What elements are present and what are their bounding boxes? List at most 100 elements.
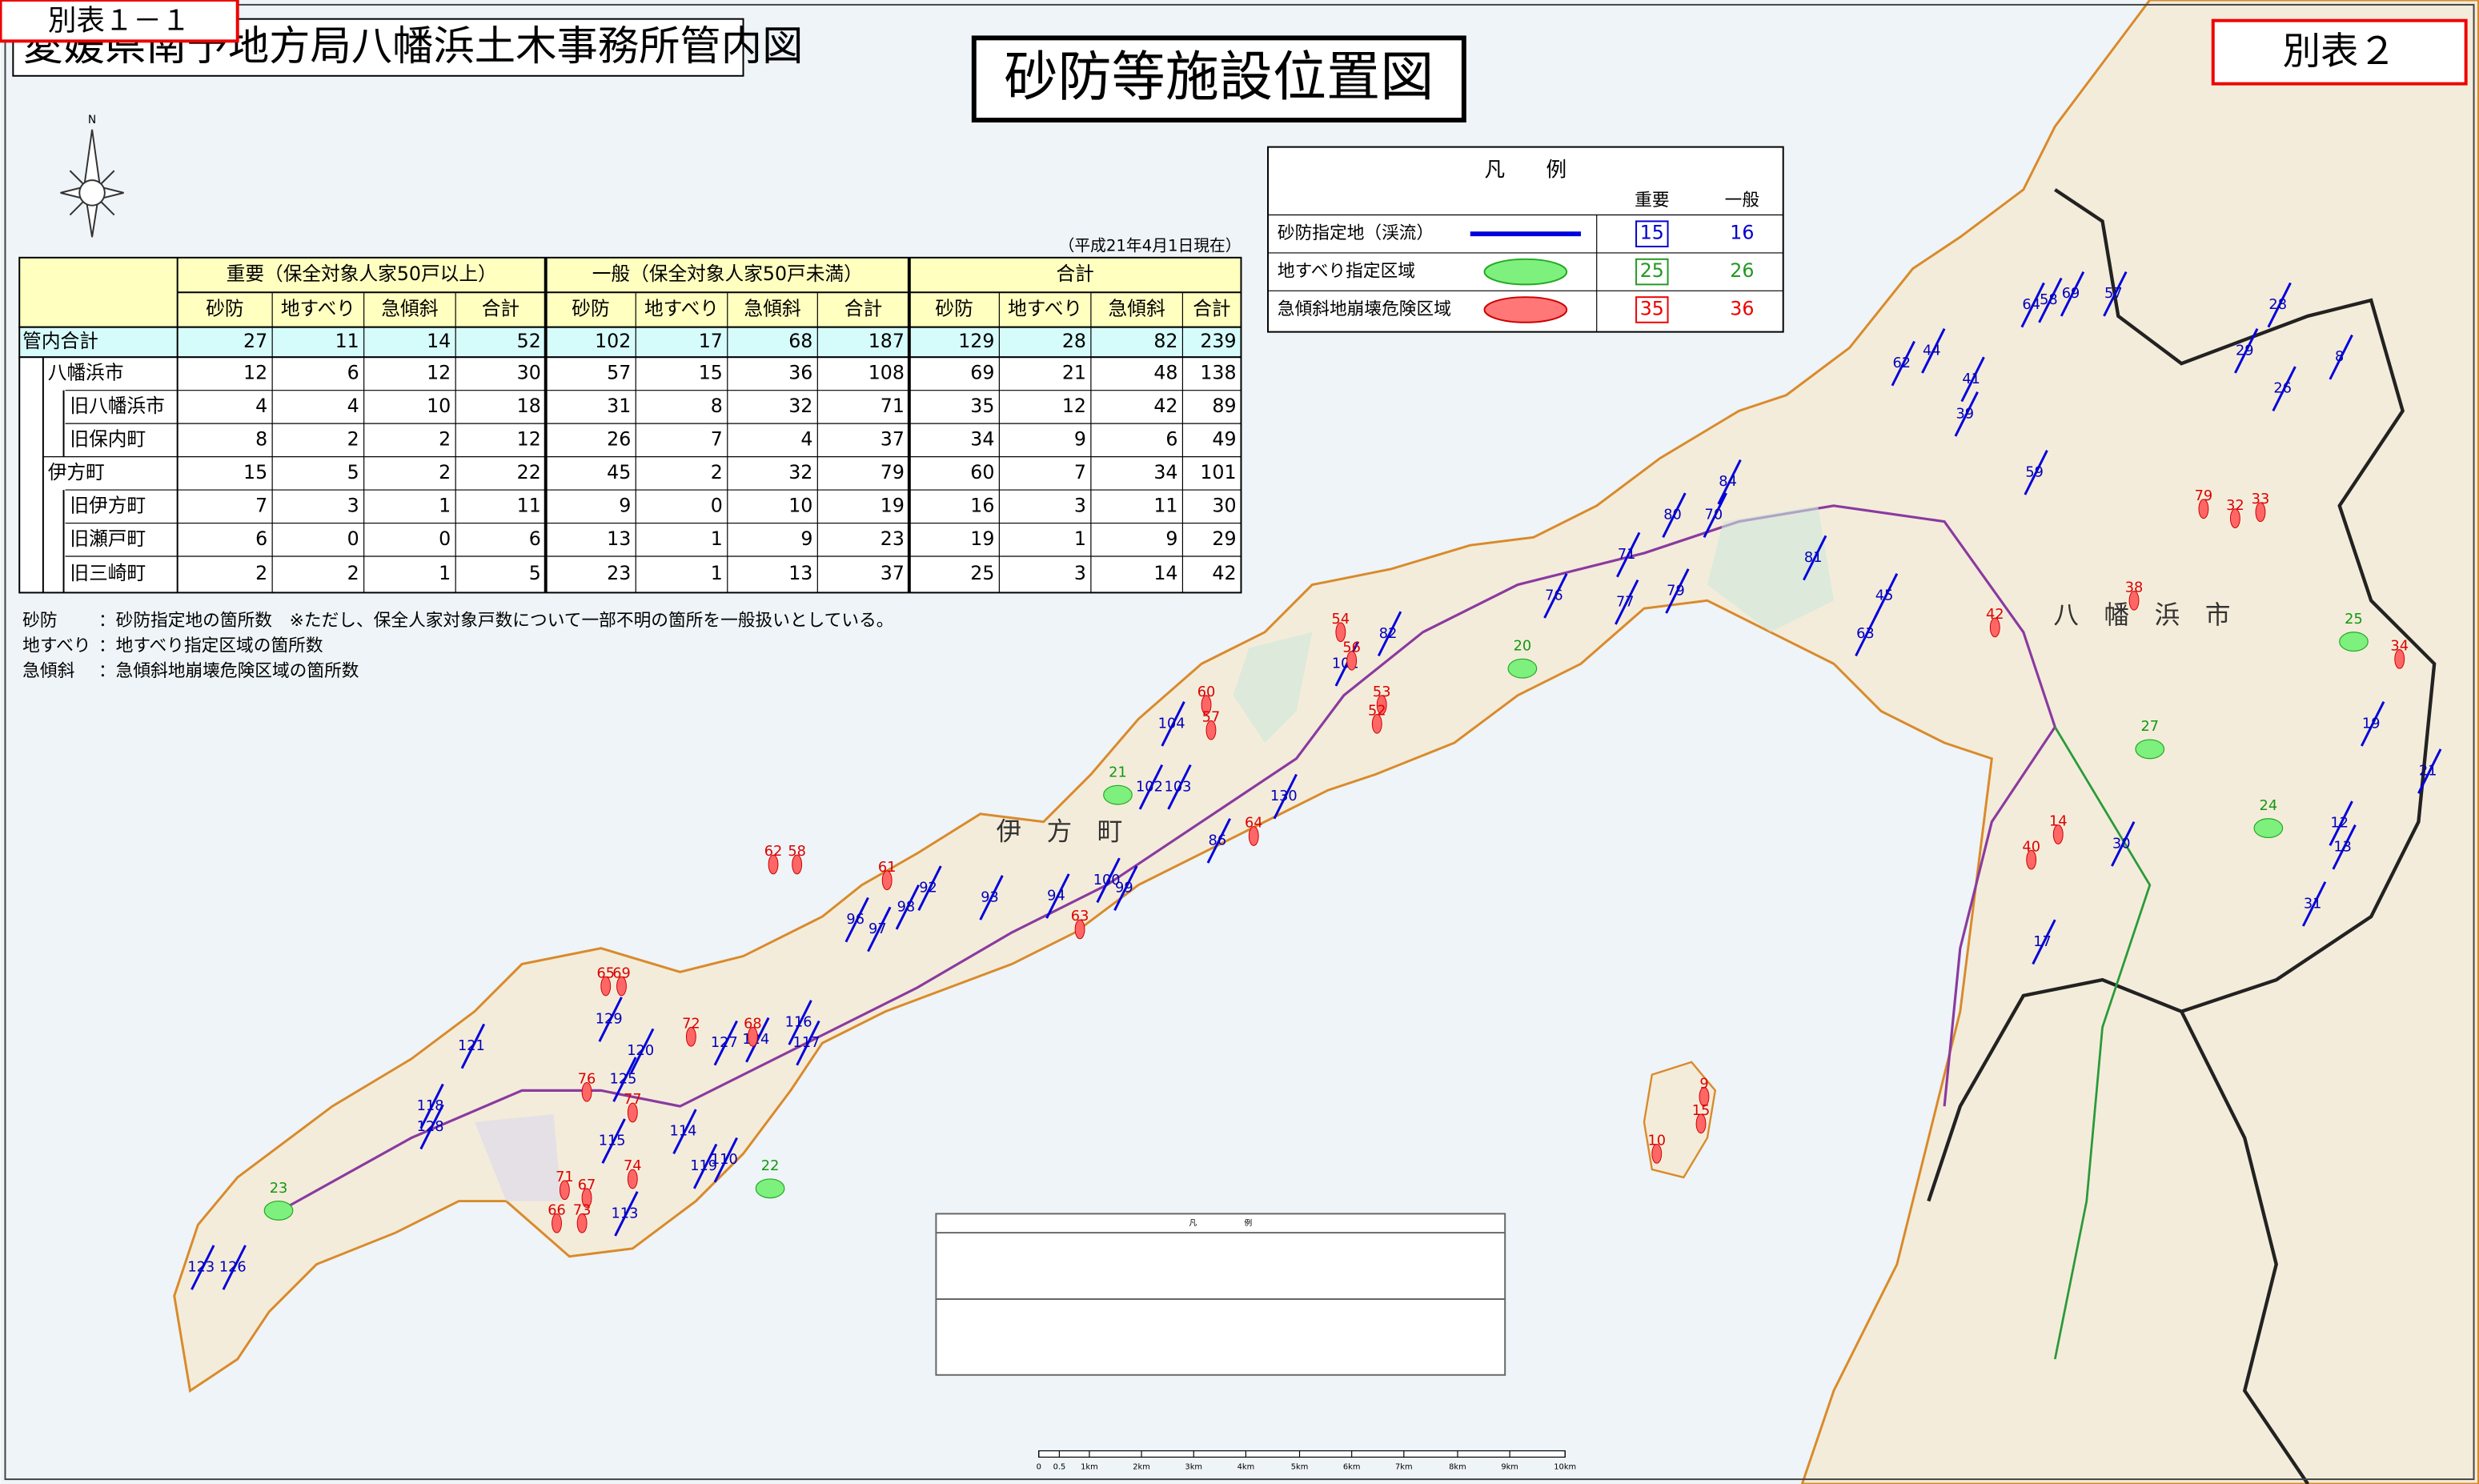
table-subheader: 合計 [844, 297, 882, 319]
table-cell: 17 [699, 330, 723, 352]
note-term: 砂防 [22, 611, 57, 631]
legend-value-important: 35 [1640, 297, 1664, 319]
legend-value-general: 16 [1730, 222, 1754, 244]
table-subheader: 砂防 [206, 297, 243, 319]
sabo-label: 62 [1892, 355, 1911, 371]
table-cell: 12 [517, 427, 541, 450]
legend-label: 砂防指定地（渓流） [1278, 223, 1434, 243]
table-subheader: 合計 [482, 297, 519, 319]
sabo-label: 129 [596, 1012, 623, 1028]
table-cell: 1 [1074, 527, 1086, 550]
table-cell: 21 [1062, 361, 1086, 383]
landslide-label: 27 [2140, 719, 2159, 735]
sabo-label: 71 [1618, 547, 1636, 563]
table-cell: 4 [255, 395, 267, 417]
steep-label: 66 [548, 1202, 566, 1218]
table-cell: 2 [347, 427, 359, 450]
sabo-label: 116 [785, 1014, 812, 1030]
table-cell: 27 [243, 330, 267, 352]
table-cell: 89 [1212, 395, 1236, 417]
bottom-legend-box [936, 1213, 1505, 1374]
landslide-label: 24 [2260, 798, 2278, 814]
table-cell: 69 [970, 361, 994, 383]
table-cell: 18 [517, 395, 541, 417]
scale-label: 5km [1291, 1462, 1309, 1471]
table-cell: 29 [1212, 527, 1236, 550]
scale-label: 4km [1237, 1462, 1255, 1471]
sabo-label: 104 [1158, 716, 1185, 732]
sabo-label: 84 [1719, 474, 1737, 490]
sabo-label: 29 [2236, 343, 2254, 359]
steep-label: 72 [682, 1016, 700, 1032]
steep-label: 60 [1197, 684, 1216, 700]
landslide-label: 22 [761, 1158, 780, 1174]
table-cell: 8 [711, 395, 723, 417]
table-group-header: 重要（保全対象人家50戸以上） [227, 263, 497, 285]
table-cell: 16 [970, 494, 994, 516]
sabo-label: 30 [2112, 836, 2131, 852]
sabo-label: 113 [611, 1205, 638, 1221]
sabo-label: 117 [793, 1035, 820, 1051]
table-cell: 19 [970, 527, 994, 550]
landslide-mark [264, 1201, 293, 1221]
table-cell: 15 [699, 361, 723, 383]
table-cell: 7 [1074, 461, 1086, 483]
sabo-label: 97 [868, 921, 887, 937]
steep-label: 34 [2390, 639, 2409, 655]
table-cell: 4 [347, 395, 359, 417]
table-cell: 7 [255, 494, 267, 516]
table-cell: 6 [347, 361, 359, 383]
table-cell: 3 [1074, 562, 1086, 584]
scale-label: 6km [1343, 1462, 1361, 1471]
legend-title: 凡 例 [1485, 158, 1567, 182]
sabo-label: 110 [711, 1152, 738, 1168]
sabo-label: 121 [458, 1038, 485, 1054]
scale-label: 8km [1449, 1462, 1466, 1471]
table-cell: 187 [868, 330, 905, 352]
table-cell: 48 [1153, 361, 1177, 383]
page: 愛媛県南予地方局八幡浜土木事務所管内図 別表１－１ 砂防等施設位置図 別表２ N… [0, 0, 2479, 1484]
table-cell: 23 [607, 562, 631, 584]
table-row-label: 八幡浜市 [48, 361, 124, 383]
landslide-label: 20 [1514, 639, 1532, 655]
landslide-mark [2340, 632, 2369, 652]
sabo-label: 26 [2273, 381, 2292, 397]
table-cell: 45 [607, 461, 631, 483]
table-group-header: 合計 [1056, 263, 1093, 285]
table-subheader: 砂防 [935, 297, 973, 319]
scale-label: 3km [1185, 1462, 1202, 1471]
table-cell: 11 [1153, 494, 1177, 516]
sabo-label: 64 [2022, 297, 2040, 313]
landslide-mark [2136, 740, 2164, 759]
table-cell: 15 [243, 461, 267, 483]
steep-label: 56 [1342, 640, 1361, 656]
legend-label: 地すべり指定区域 [1278, 262, 1415, 282]
table-row-label: 旧瀬戸町 [70, 527, 146, 550]
table-cell: 25 [970, 562, 994, 584]
sabo-label: 80 [1663, 507, 1682, 523]
table-cell: 22 [517, 461, 541, 483]
table-cell: 26 [607, 427, 631, 450]
legend-swatch [1485, 297, 1567, 323]
legend-column: 一般 [1725, 191, 1759, 211]
sabo-label: 12 [2330, 816, 2349, 832]
sabo-label: 39 [1956, 406, 1974, 422]
table-cell: 14 [427, 330, 451, 352]
table-cell: 101 [1200, 461, 1236, 483]
table-cell: 1 [711, 562, 723, 584]
table-cell: 5 [529, 562, 541, 584]
landslide-mark [1508, 659, 1537, 678]
steep-label: 67 [578, 1177, 596, 1193]
steep-label: 69 [612, 965, 631, 981]
scale-label: 0.5 [1053, 1462, 1066, 1471]
table-date: （平成21年4月1日現在） [1059, 237, 1242, 255]
table-cell: 30 [517, 361, 541, 383]
sabo-label: 103 [1165, 779, 1192, 795]
table-cell: 82 [1153, 330, 1177, 352]
table-cell: 1 [711, 527, 723, 550]
table-cell: 2 [439, 461, 451, 483]
sabo-label: 79 [1667, 583, 1685, 599]
table-subheader: 急傾斜 [1109, 297, 1165, 319]
sabo-label: 100 [1093, 872, 1121, 888]
legend-value-important: 15 [1640, 222, 1664, 244]
